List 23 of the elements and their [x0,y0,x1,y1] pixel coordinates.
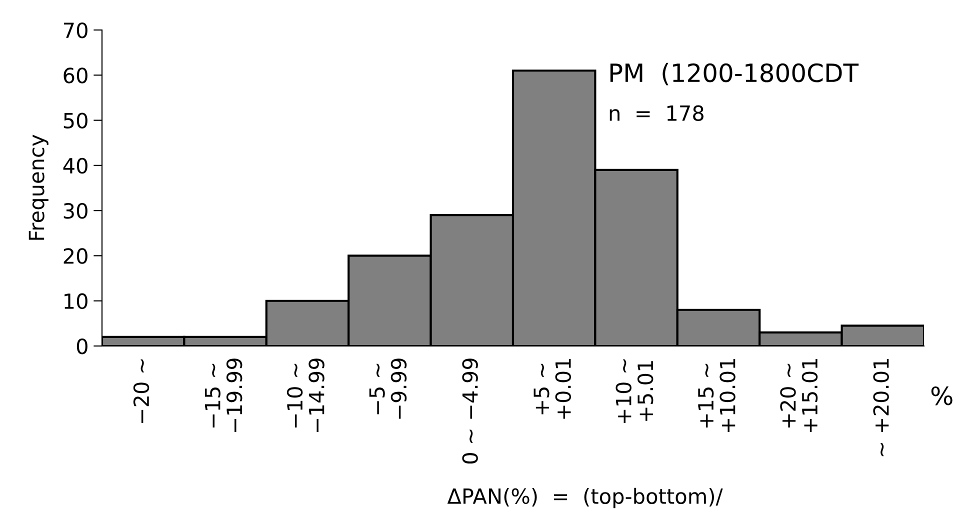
text: % [931,386,952,406]
x-tick-label: 0 ~ −4.99 [462,358,478,464]
y-axis-title: Frequency [28,134,48,240]
x-tick-label: +5 ~ +0.01 [534,359,572,419]
y-tick-label: 0 [76,338,88,354]
x-tick-label: +15 ~ +10.01 [698,359,736,432]
y-tick-label: 30 [64,203,88,219]
x-tick-label: +10 ~ +5.01 [616,359,654,423]
x-tick-label: +20 ~ +15.01 [780,359,818,432]
x-axis-title: ΔPAN(%) = (top-bottom)/ [447,488,723,508]
x-tick-label: ~ +20.01 [873,359,889,456]
y-tick-label: 60 [64,68,88,84]
x-tick-label: −15 ~ −19.99 [204,358,242,432]
y-tick-label: 10 [64,293,88,310]
y-tick-label: 40 [63,158,88,174]
x-tick-label: −10 ~ −14.99 [286,358,324,432]
x-tick-label: −20 ~ [133,359,150,423]
x-tick-label: −5 ~ −9.99 [369,358,407,419]
y-tick-label: 20 [64,248,88,264]
y-tick-label: 70 [64,22,88,38]
y-tick-label: 50 [64,112,88,128]
annotation: PM (1200-1800CDT [610,62,859,86]
annotation: n = 178 [610,105,704,122]
